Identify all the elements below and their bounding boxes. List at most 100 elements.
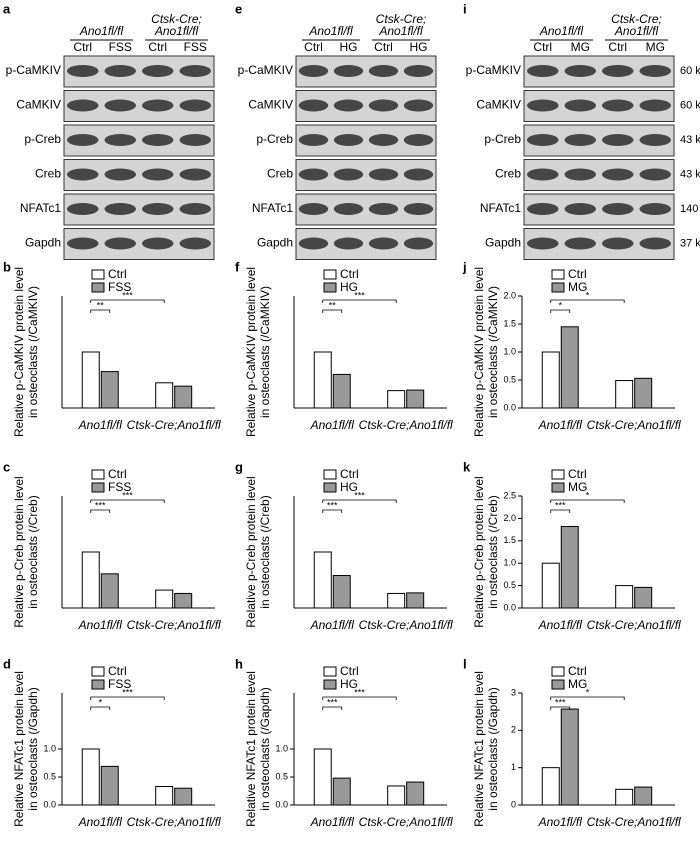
y-tick-label: 0.0 [43, 799, 56, 809]
blot-band [368, 65, 399, 77]
size-label: 43 kDa [680, 168, 700, 180]
y-tick-label: 0.5 [503, 580, 516, 590]
blot-band [333, 99, 364, 112]
y-tick-label: 2 [511, 725, 516, 735]
row-label: Gapdh [25, 236, 61, 250]
bar [100, 371, 119, 409]
y-tick-label: 1.5 [503, 318, 516, 328]
y-axis-label: Relative p-Creb protein level [12, 476, 26, 627]
row-label: NFATc1 [252, 201, 293, 215]
sig-bracket [90, 509, 111, 513]
y-tick-label: 0.0 [503, 602, 516, 612]
group-label: Ano1fl/fl [79, 24, 124, 38]
bar [81, 748, 100, 806]
sig-label: *** [354, 687, 365, 697]
bar [560, 708, 579, 806]
y-axis-label: in osteoclasts (/CaMKIV) [26, 286, 40, 418]
y-axis-label: Relative p-CaMKIV protein level [12, 267, 26, 437]
blot-band [403, 237, 434, 250]
y-axis-label: in osteoclasts (/CaMKIV) [258, 286, 272, 418]
sig-label: * [586, 290, 590, 300]
bar [615, 380, 634, 409]
lane-label: Ctrl [533, 40, 552, 54]
group-label: Ano1fl/fl [308, 24, 353, 38]
bar [155, 382, 174, 409]
panel-label: a [3, 1, 11, 16]
sig-label: ** [329, 300, 337, 310]
panel-label: j [462, 259, 467, 274]
blot-band [298, 134, 329, 146]
group-label: Ano1fl/fl [378, 24, 423, 38]
blot-band [104, 203, 136, 215]
group-label: Ctsk-Cre; [151, 12, 202, 26]
blot-band [368, 99, 399, 112]
blot-band [527, 99, 559, 112]
y-axis-label: Relative NFATc1 protein level [12, 671, 26, 827]
legend-label: HG [340, 677, 358, 691]
blot-band [639, 168, 671, 181]
y-axis-label: Relative NFATc1 protein level [472, 671, 486, 827]
x-tick-label: Ctsk-Cre;Ano1fl/fl [587, 815, 681, 829]
group-label: Ano1fl/fl [614, 24, 659, 38]
bar [81, 351, 100, 409]
y-axis-label: Relative p-CaMKIV protein level [472, 267, 486, 437]
y-axis-label: in osteoclasts (/Creb) [258, 495, 272, 608]
sig-label: *** [122, 490, 133, 500]
group-label: Ano1fl/fl [154, 24, 199, 38]
y-axis-label: Relative p-Creb protein level [244, 476, 258, 627]
bar [100, 765, 119, 806]
row-label: Creb [267, 167, 293, 181]
panel-label: i [463, 1, 467, 16]
y-tick-label: 2.5 [503, 490, 516, 500]
panel-label: b [3, 259, 11, 274]
blot-band [403, 168, 434, 181]
x-tick-label: Ano1fl/fl [310, 815, 355, 829]
bar [541, 767, 560, 806]
x-tick-label: Ano1fl/fl [78, 815, 123, 829]
blot-band [67, 99, 99, 112]
blot-band [333, 134, 364, 146]
legend-label: MG [568, 480, 587, 494]
y-axis-label: in osteoclasts (/Gapdh) [258, 687, 272, 810]
sig-bracket [322, 499, 397, 503]
row-label: p-Creb [484, 132, 521, 146]
legend-swatch [551, 679, 565, 690]
blot-band [67, 134, 99, 146]
sig-bracket [550, 706, 571, 710]
y-tick-label: 1 [511, 762, 516, 772]
y-tick-label: 0.5 [275, 771, 288, 781]
bar [560, 525, 579, 609]
blot-band [368, 134, 399, 146]
legend-label: Ctrl [568, 467, 587, 481]
x-tick-label: Ano1fl/fl [538, 618, 583, 632]
blot-band [639, 237, 671, 250]
size-label: 140 kDa [680, 203, 700, 215]
y-tick-label: 1.5 [503, 535, 516, 545]
row-label: p-Creb [24, 132, 61, 146]
blot-band [333, 203, 364, 215]
y-tick-label: 0.5 [43, 771, 56, 781]
group-label: Ctsk-Cre; [611, 12, 662, 26]
sig-bracket [322, 696, 397, 700]
row-label: CaMKIV [16, 98, 61, 112]
bar [406, 389, 425, 409]
panel-label: k [463, 459, 471, 474]
legend-label: Ctrl [340, 664, 359, 678]
sig-label: *** [555, 697, 566, 707]
blot-band [527, 237, 559, 250]
row-label: Creb [495, 167, 521, 181]
blot-band [142, 168, 174, 181]
legend-label: Ctrl [108, 664, 127, 678]
blot-band [67, 203, 99, 215]
row-label: p-CaMKIV [6, 63, 61, 77]
blot-band [67, 237, 99, 250]
bar [560, 326, 579, 409]
sig-label: *** [327, 500, 338, 510]
row-label: Creb [35, 167, 61, 181]
sig-bracket [322, 309, 343, 313]
x-tick-label: Ctsk-Cre;Ano1fl/fl [127, 815, 221, 829]
blot-band [67, 65, 99, 77]
row-label: CaMKIV [476, 98, 521, 112]
legend-swatch [551, 469, 565, 480]
